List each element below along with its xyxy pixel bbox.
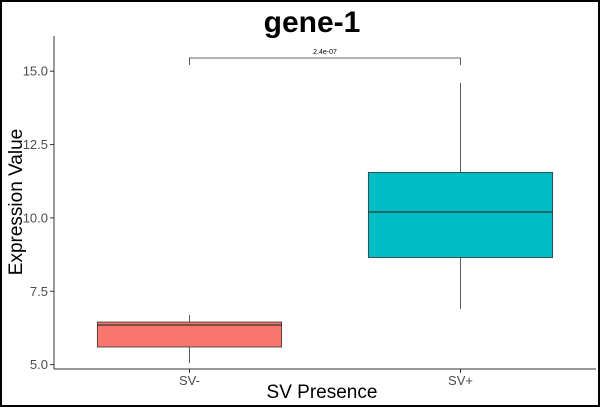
y-tick-label: 10.0 — [23, 210, 48, 225]
box — [367, 172, 554, 258]
significance-label: 2.4e-07 — [313, 49, 337, 56]
plot-area: 5.0 7.5 10.0 12.5 15.0 SV- SV+ 2.4e-07 — [23, 36, 596, 388]
y-tick-label: 12.5 — [23, 137, 48, 152]
chart-title: gene-1 — [264, 6, 361, 39]
y-tick-label: 7.5 — [30, 284, 48, 299]
box — [96, 321, 283, 348]
y-tick-label: 15.0 — [23, 64, 48, 79]
significance-bracket — [189, 57, 461, 66]
x-tick-label: SV+ — [448, 373, 473, 388]
x-tick-label: SV- — [179, 373, 200, 388]
x-axis-label: SV Presence — [267, 382, 378, 403]
y-axis-label: Expression Value — [6, 129, 27, 275]
y-tick-label: 5.0 — [30, 357, 48, 372]
